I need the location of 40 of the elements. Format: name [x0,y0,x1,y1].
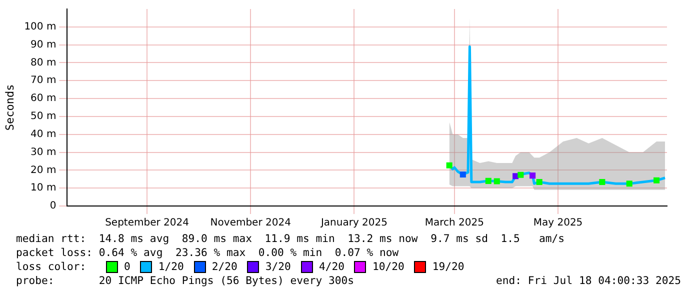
x-tick-label: January 2025 [320,218,388,229]
text: median rtt: 14.8 ms avg 89.0 ms max 11.9 ms min 13.2 ms now 9.7 ms sd 1.5 am/s [16,232,566,246]
legend-label: 1/20 [158,260,184,274]
y-tick-label: 90 m [30,39,56,50]
point [530,172,536,179]
point [446,162,452,168]
point [512,173,519,180]
legend-label: 10/20 [372,260,404,274]
text: packet loss: 0.64 % avg 23.36 % max 0.00 % min 0.07 % now [16,246,400,260]
y-tick-label: 0 [50,200,56,212]
point [654,177,660,184]
text: end: Fri Jul 18 04:00:33 2025 [496,274,681,288]
point [599,178,606,186]
y-tick-label: 50 m [30,111,56,122]
y-tick-label: 60 m [30,93,56,104]
x-tick-label: September 2024 [105,218,189,229]
y-tick-label: 80 m [30,57,56,68]
y-tick-label: 40 m [30,128,56,140]
y-tick-label: 70 m [30,75,56,86]
point [536,178,542,186]
y-tick-label: 100 m [24,22,56,33]
legend-label: 19/20 [432,260,464,274]
x-tick-label: November 2024 [210,218,291,229]
legend-label: 3/20 [265,260,291,274]
point [518,172,524,178]
legend-label: 4/20 [318,260,344,274]
legend-label: 0 [124,260,130,274]
text: probe: 20 ICMP Echo Pings (56 Bytes) every 300s [16,274,354,288]
point [494,178,500,184]
x-tick-label: May 2025 [533,218,583,229]
y-tick-label: 10 m [30,182,56,194]
y-tick-label: 20 m [30,164,56,176]
y-axis-title: Seconds [3,84,16,131]
point [460,171,466,178]
x-tick-label: March 2025 [424,218,484,229]
y-tick-label: 30 m [30,146,56,158]
legend-title: loss color: [16,260,88,274]
point [485,178,492,184]
point [626,180,632,187]
legend-label: 2/20 [212,260,238,274]
